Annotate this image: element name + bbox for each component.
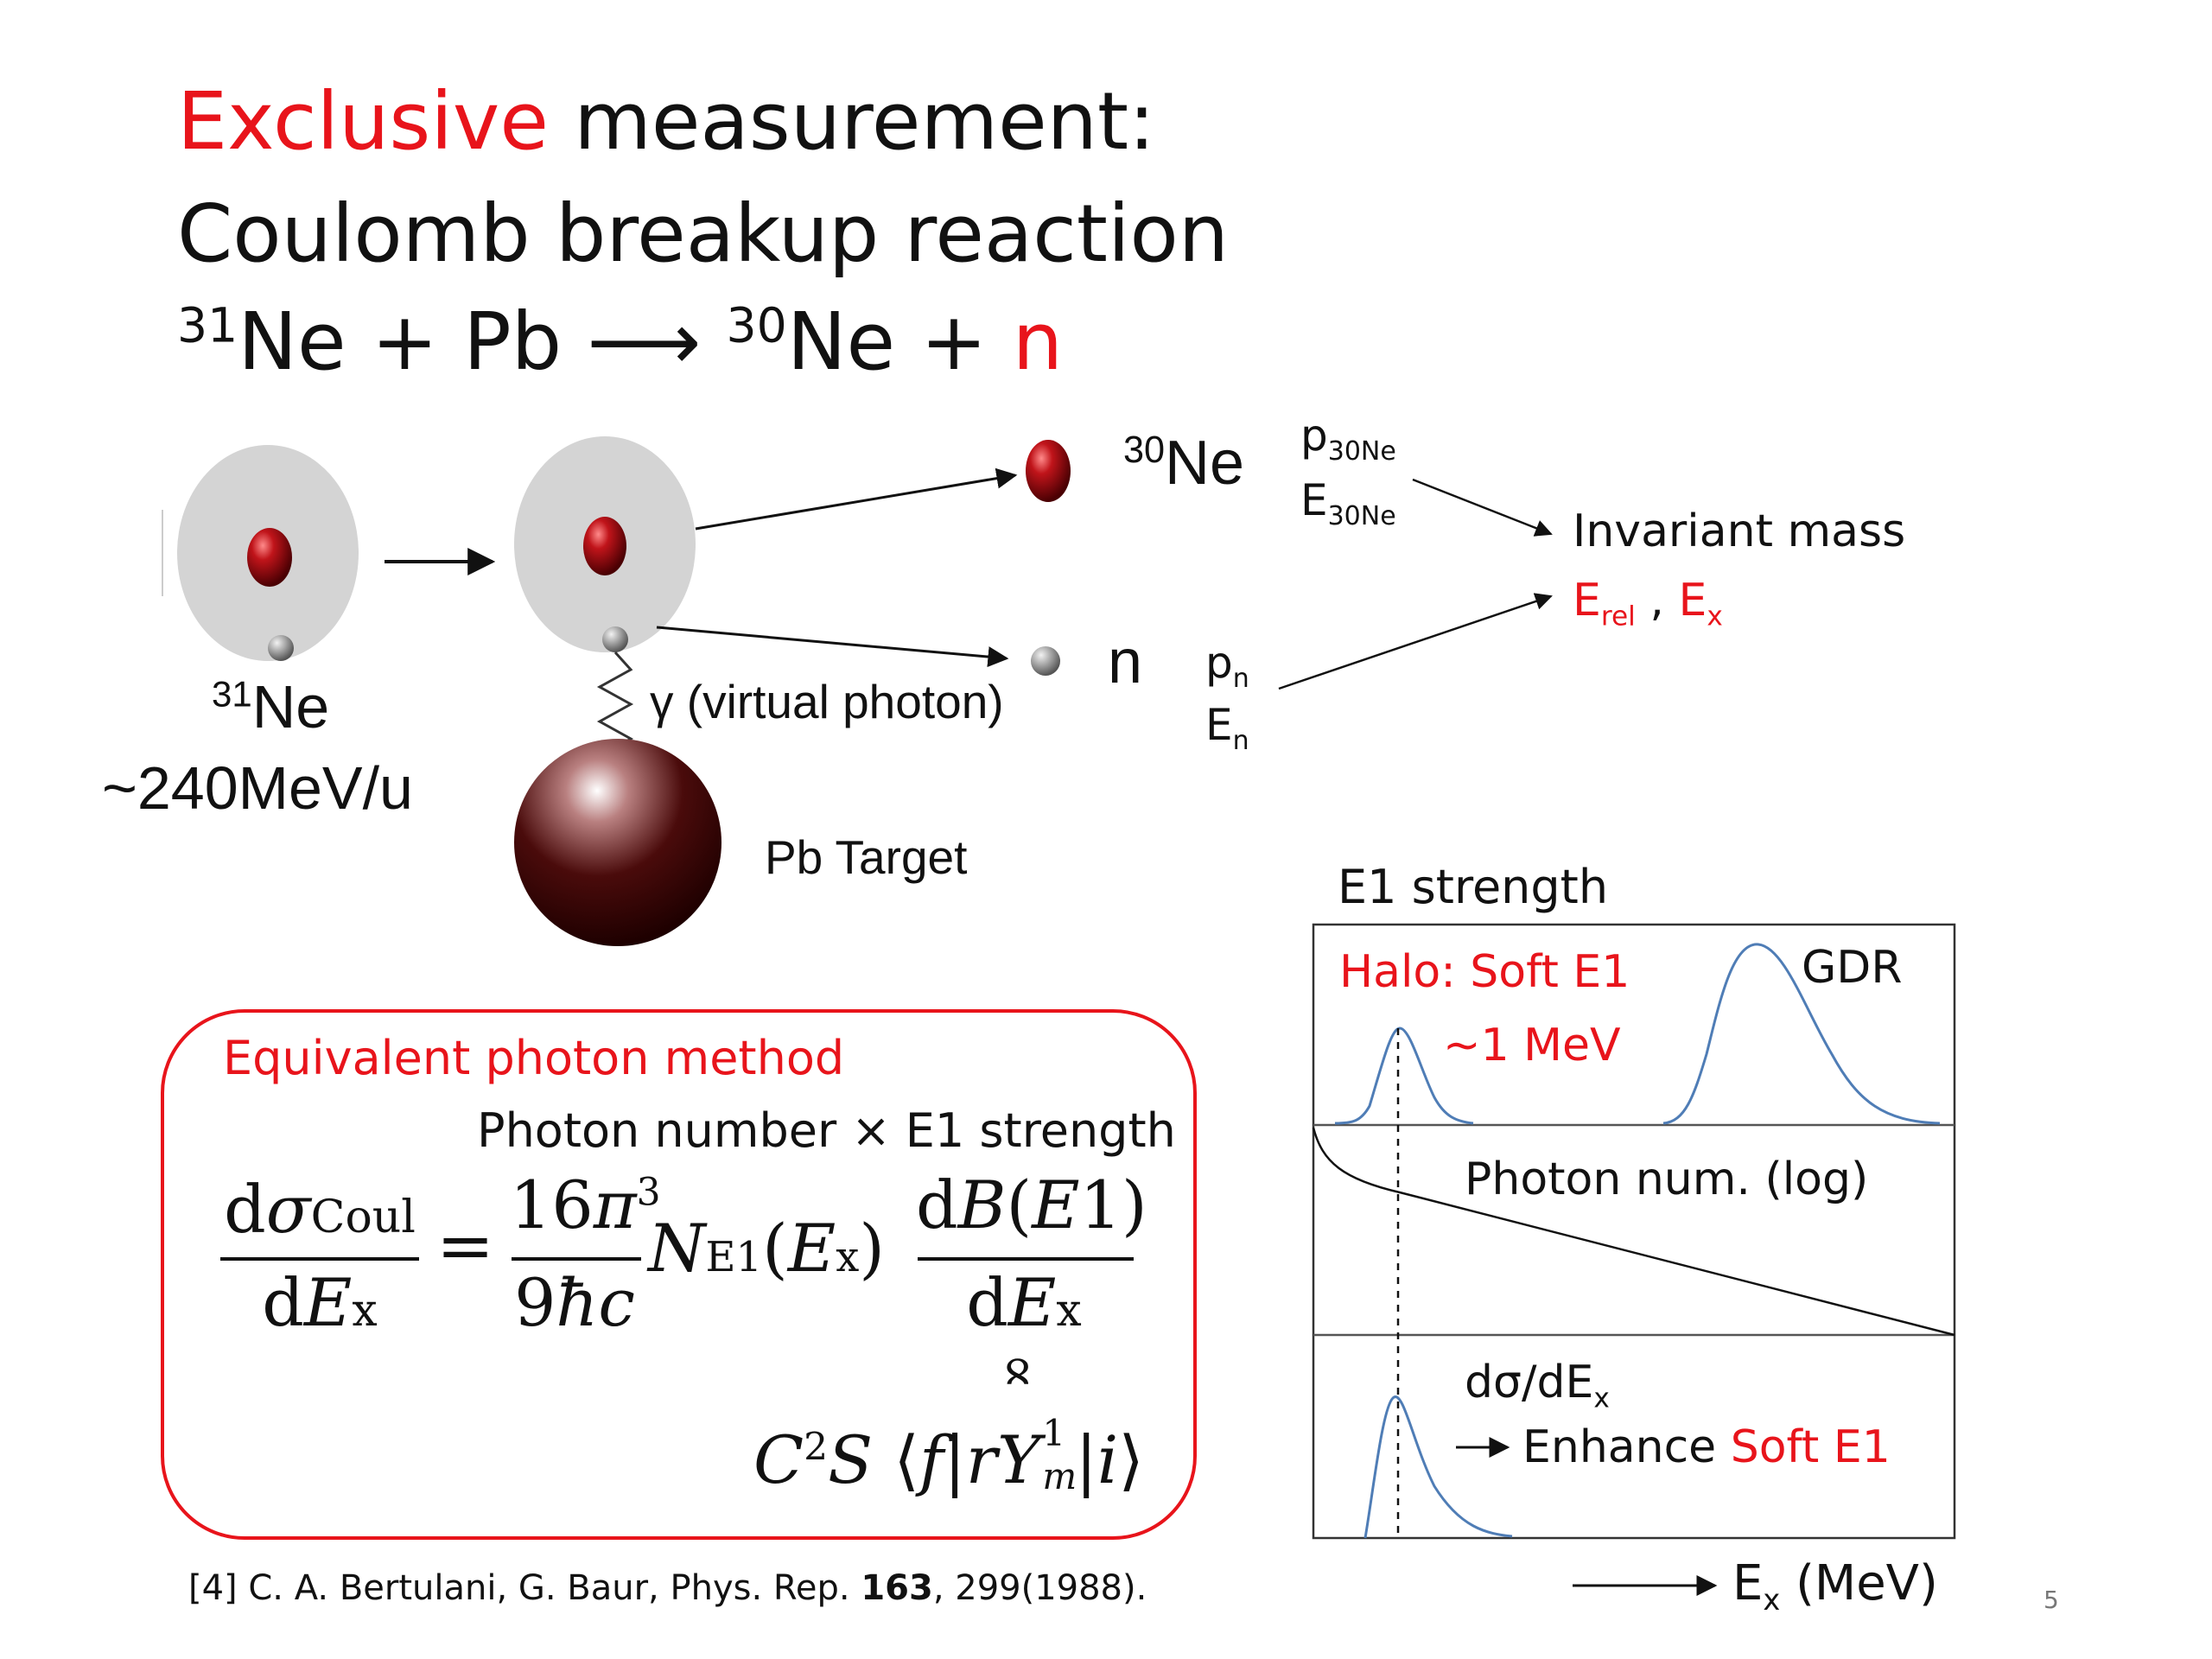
pb-target-label: Pb Target bbox=[765, 830, 968, 884]
x-axis-symbol: E bbox=[1732, 1555, 1764, 1611]
outgoing-neutron bbox=[1031, 646, 1060, 676]
fragment-label: 30Ne bbox=[1123, 428, 1244, 499]
p-sub: 30Ne bbox=[1327, 436, 1396, 467]
momentum-fragment: p30Ne bbox=[1300, 410, 1396, 465]
dsig-sub: x bbox=[1593, 1382, 1610, 1414]
title-measurement: measurement: bbox=[574, 75, 1156, 168]
energy-fragment: E30Ne bbox=[1300, 475, 1396, 530]
beam-energy: ~240MeV/u bbox=[102, 754, 413, 822]
cross-section-curve bbox=[1363, 1395, 1513, 1539]
title-line-1: Exclusive measurement: bbox=[177, 82, 1155, 162]
projectile-element: Ne bbox=[251, 673, 330, 741]
title-exclusive: Exclusive bbox=[177, 75, 549, 168]
cross-section-formula: dσCoul dEx = 16π3 9ħc NE1(Ex) dB(E1) dEx… bbox=[216, 1166, 1184, 1534]
mev-label: ~1 MeV bbox=[1443, 1020, 1621, 1071]
e-symbol: E bbox=[1300, 475, 1328, 525]
en-symbol: E bbox=[1205, 700, 1233, 750]
soft-e1-peak bbox=[1334, 1027, 1474, 1125]
erel-symbol: E bbox=[1573, 575, 1601, 626]
invariant-arrow-upper bbox=[1412, 478, 1553, 537]
reaction-arrow: ⟶ bbox=[587, 296, 702, 388]
photon-number-curve bbox=[1312, 1127, 1955, 1337]
citation: [4] C. A. Bertulani, G. Baur, Phys. Rep.… bbox=[188, 1568, 1147, 1608]
e-sub: 30Ne bbox=[1327, 501, 1396, 531]
box-heading: Equivalent photon method bbox=[223, 1031, 845, 1085]
reaction-lhs: Ne + Pb bbox=[238, 296, 563, 388]
neutron-label: n bbox=[1108, 627, 1143, 696]
reaction-rhs: Ne + bbox=[786, 296, 1013, 388]
halo-label: Halo: Soft E1 bbox=[1339, 946, 1630, 998]
projectile-label: 31Ne bbox=[212, 672, 329, 741]
virtual-photon-wave bbox=[596, 651, 634, 749]
energy-separator: , bbox=[1635, 575, 1679, 626]
p-symbol: p bbox=[1300, 410, 1328, 461]
x-axis-label: Ex (MeV) bbox=[1732, 1555, 1938, 1614]
relative-energy-label: Erel , Ex bbox=[1573, 575, 1723, 630]
erel-sub: rel bbox=[1600, 601, 1636, 632]
reaction-equation: 31Ne + Pb ⟶ 30Ne + n bbox=[177, 302, 1063, 382]
en-sub: n bbox=[1232, 726, 1249, 756]
core-nucleus-left bbox=[247, 528, 292, 587]
citation-pages: , 299(1988). bbox=[932, 1568, 1147, 1608]
energy-neutron: En bbox=[1205, 700, 1249, 754]
citation-volume: 163 bbox=[861, 1568, 933, 1608]
citation-authors: [4] C. A. Bertulani, G. Baur, Phys. Rep. bbox=[188, 1568, 861, 1608]
dsig-label: dσ/dEx bbox=[1465, 1357, 1610, 1412]
title-line-2: Coulomb breakup reaction bbox=[177, 188, 1230, 280]
neutron-left bbox=[268, 635, 294, 661]
pn-sub: n bbox=[1232, 664, 1249, 694]
projectile-mass: 31 bbox=[212, 673, 252, 715]
plot-title: E1 strength bbox=[1338, 860, 1609, 914]
page-number: 5 bbox=[2044, 1586, 2059, 1614]
invariant-arrow-lower bbox=[1278, 593, 1553, 690]
photon-num-label: Photon num. (log) bbox=[1465, 1154, 1869, 1205]
fragment-trajectory bbox=[695, 467, 1018, 531]
momentum-neutron: pn bbox=[1205, 638, 1249, 692]
dsig-symbol: dσ/dE bbox=[1465, 1357, 1594, 1408]
plot-frame bbox=[1312, 923, 1956, 1540]
ex-symbol: E bbox=[1678, 575, 1707, 626]
soft-e1-text: Soft E1 bbox=[1730, 1421, 1891, 1473]
pb-target-sphere bbox=[514, 739, 721, 946]
neutron-middle bbox=[602, 626, 628, 652]
enhance-text: Enhance bbox=[1522, 1421, 1731, 1473]
equivalent-photon-box bbox=[161, 1009, 1197, 1540]
mass-30: 30 bbox=[726, 298, 787, 354]
x-axis-sub: x bbox=[1763, 1583, 1781, 1618]
core-nucleus-middle bbox=[583, 517, 626, 575]
fragment-mass: 30 bbox=[1123, 429, 1166, 471]
x-axis-unit: (MeV) bbox=[1780, 1555, 1938, 1611]
reaction-neutron: n bbox=[1012, 296, 1064, 388]
box-product: Photon number × E1 strength bbox=[477, 1103, 1176, 1158]
virtual-photon-label: γ (virtual photon) bbox=[650, 675, 1004, 728]
enhance-label: Enhance Soft E1 bbox=[1522, 1421, 1891, 1473]
ex-sub: x bbox=[1707, 601, 1723, 632]
fragment-element: Ne bbox=[1165, 429, 1245, 498]
gdr-peak bbox=[1662, 943, 1941, 1125]
neutron-trajectory bbox=[656, 626, 1009, 668]
gdr-label: GDR bbox=[1802, 942, 1903, 994]
pn-symbol: p bbox=[1205, 638, 1233, 688]
invariant-mass-label: Invariant mass bbox=[1573, 505, 1906, 557]
fragment-30ne bbox=[1026, 440, 1071, 502]
mass-31: 31 bbox=[177, 298, 238, 354]
